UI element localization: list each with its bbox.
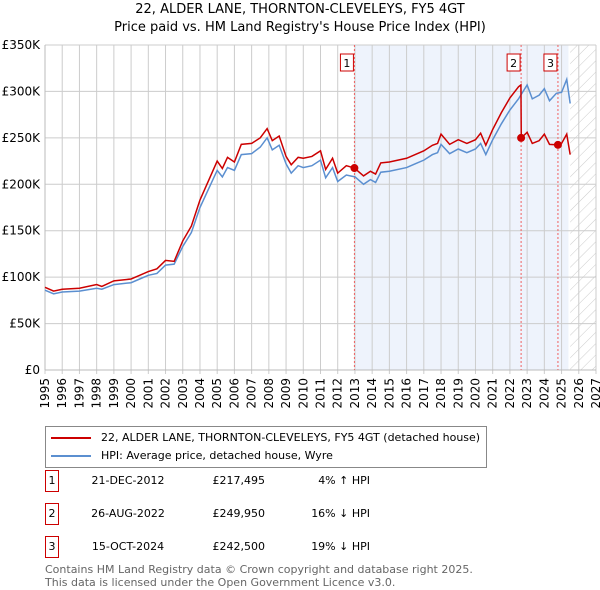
- x-tick-label: 2027: [589, 378, 600, 409]
- sale-number: 3: [45, 536, 59, 558]
- plot-area: 1995 1996 1997 1998 1999 2000 2001 2002 2003 2004…: [2, 38, 600, 409]
- sale-period-shading: [354, 45, 569, 370]
- x-tick-label: 2013: [348, 378, 362, 409]
- x-tick-label: 2008: [262, 378, 276, 409]
- x-tick-label: 2022: [503, 378, 517, 409]
- x-tick-label: 2011: [314, 378, 328, 409]
- y-tick-label: £300K: [2, 84, 42, 98]
- x-tick-label: 2012: [331, 378, 345, 409]
- x-tick-label: 2024: [537, 378, 551, 409]
- forecast-hatch: [570, 45, 596, 370]
- chart-title: 22, ALDER LANE, THORNTON-CLEVELEYS, FY5 …: [135, 2, 465, 17]
- x-tick-label: 2005: [210, 378, 224, 409]
- x-tick-label: 2002: [159, 378, 173, 409]
- legend-label-hpi: HPI: Average price, detached house, Wyre: [101, 449, 333, 462]
- x-tick-label: 2019: [451, 378, 465, 409]
- sale-point: [553, 140, 562, 149]
- sale-number: 2: [45, 503, 59, 525]
- sale-date: 26-AUG-2022: [91, 507, 165, 520]
- y-tick-label: £200K: [2, 177, 42, 191]
- sale-label: 3: [547, 57, 554, 70]
- legend-swatch-property: [51, 437, 91, 439]
- x-tick-label: 1999: [107, 378, 121, 409]
- x-tick-label: 2020: [468, 378, 482, 409]
- x-tick-label: 1997: [72, 378, 86, 409]
- sale-row: 2 26-AUG-2022 £249,950 16% ↓ HPI: [45, 503, 445, 525]
- footer-line-2: This data is licensed under the Open Gov…: [45, 576, 396, 589]
- chart-subtitle: Price paid vs. HM Land Registry's House …: [114, 20, 486, 35]
- sale-label: 1: [343, 57, 350, 70]
- x-tick-label: 1998: [90, 378, 104, 409]
- x-tick-label: 2010: [296, 378, 310, 409]
- x-tick-label: 2014: [365, 378, 379, 409]
- property-price-line: [44, 83, 571, 292]
- x-tick-label: 2025: [555, 378, 569, 409]
- hpi-line: [44, 76, 571, 295]
- x-tick-label: 2006: [227, 378, 241, 409]
- sale-price: £217,495: [212, 474, 266, 487]
- sale-price: £242,500: [212, 540, 266, 553]
- x-tick-label: 2018: [434, 378, 448, 409]
- y-tick-label: £250K: [2, 131, 42, 145]
- x-tick-label: 2003: [176, 378, 190, 409]
- sale-hpi-diff: 4% ↑ HPI: [318, 474, 370, 487]
- x-tick-label: 2007: [245, 378, 259, 409]
- sale-row: 1 21-DEC-2012 £217,495 4% ↑ HPI: [45, 470, 445, 492]
- sale-label-box: [543, 53, 558, 72]
- sale-label-box: [339, 53, 354, 72]
- x-tick-label: 2016: [400, 378, 414, 409]
- sale-price: £249,950: [212, 507, 266, 520]
- legend-swatch-hpi: [51, 455, 91, 457]
- x-tick-label: 2000: [124, 378, 138, 409]
- y-tick-label: £0: [25, 363, 40, 377]
- x-tick-label: 2021: [486, 378, 500, 409]
- sale-hpi-diff: 19% ↓ HPI: [311, 540, 370, 553]
- x-tick-label: 2017: [417, 378, 431, 409]
- y-tick-label: £50K: [9, 317, 41, 331]
- footer-line-1: Contains HM Land Registry data © Crown c…: [45, 563, 473, 576]
- x-tick-label: 2009: [279, 378, 293, 409]
- sale-date: 21-DEC-2012: [91, 474, 165, 487]
- x-tick-label: 2001: [141, 378, 155, 409]
- x-tick-label: 2004: [193, 378, 207, 409]
- y-tick-label: £150K: [2, 224, 42, 238]
- x-tick-label: 2015: [382, 378, 396, 409]
- y-tick-label: £350K: [2, 38, 42, 52]
- x-tick-label: 2026: [572, 378, 586, 409]
- x-tick-label: 2023: [520, 378, 534, 409]
- x-tick-label: 1995: [38, 378, 52, 409]
- legend: 22, ALDER LANE, THORNTON-CLEVELEYS, FY5 …: [45, 426, 487, 468]
- sale-point: [517, 133, 526, 142]
- legend-label-property: 22, ALDER LANE, THORNTON-CLEVELEYS, FY5 …: [101, 431, 481, 444]
- sale-number: 1: [45, 470, 59, 492]
- sale-point: [350, 164, 359, 173]
- sale-label-box: [506, 53, 521, 72]
- sale-date: 15-OCT-2024: [91, 540, 165, 553]
- x-tick-label: 1996: [55, 378, 69, 409]
- y-tick-label: £100K: [2, 270, 42, 284]
- sale-label: 2: [510, 57, 517, 70]
- sale-row: 3 15-OCT-2024 £242,500 19% ↓ HPI: [45, 536, 445, 558]
- sale-hpi-diff: 16% ↓ HPI: [311, 507, 370, 520]
